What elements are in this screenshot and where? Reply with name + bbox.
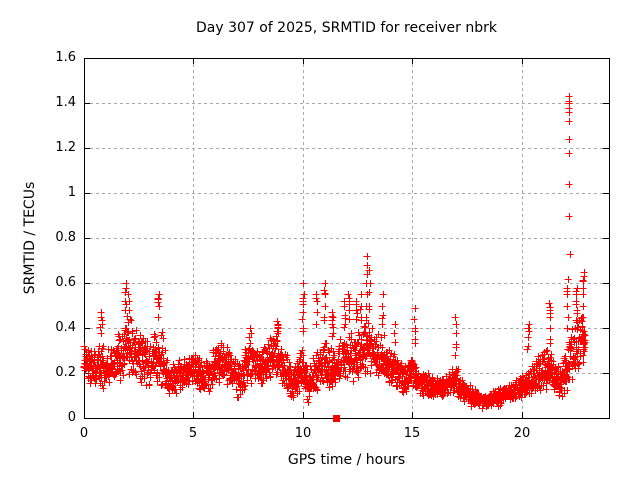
y-tick-label: 0.8 <box>55 230 76 245</box>
y-tick-label: 1.6 <box>55 50 76 65</box>
zero-value-marker <box>333 415 340 422</box>
y-tick-label: 1 <box>67 185 76 200</box>
x-tick-label: 10 <box>294 426 312 441</box>
x-tick-label: 0 <box>79 426 89 441</box>
x-tick-label: 15 <box>403 426 421 441</box>
x-tick-label: 5 <box>188 426 198 441</box>
y-tick-label: 0.2 <box>55 365 76 380</box>
x-axis-label: GPS time / hours <box>287 452 406 468</box>
scatter-points <box>80 253 589 412</box>
y-tick-label: 1.4 <box>55 95 76 110</box>
y-tick-label: 0.4 <box>55 320 76 335</box>
axis-ticks <box>84 58 609 419</box>
grid-lines <box>84 58 609 418</box>
y-tick-label: 0 <box>67 410 76 425</box>
chart-title: Day 307 of 2025, SRMTID for receiver nbr… <box>195 20 498 36</box>
y-tick-label: 0.6 <box>55 275 76 290</box>
x-tick-label: 20 <box>513 426 531 441</box>
y-tick-label: 1.2 <box>55 140 76 155</box>
outlier-points <box>565 93 574 258</box>
